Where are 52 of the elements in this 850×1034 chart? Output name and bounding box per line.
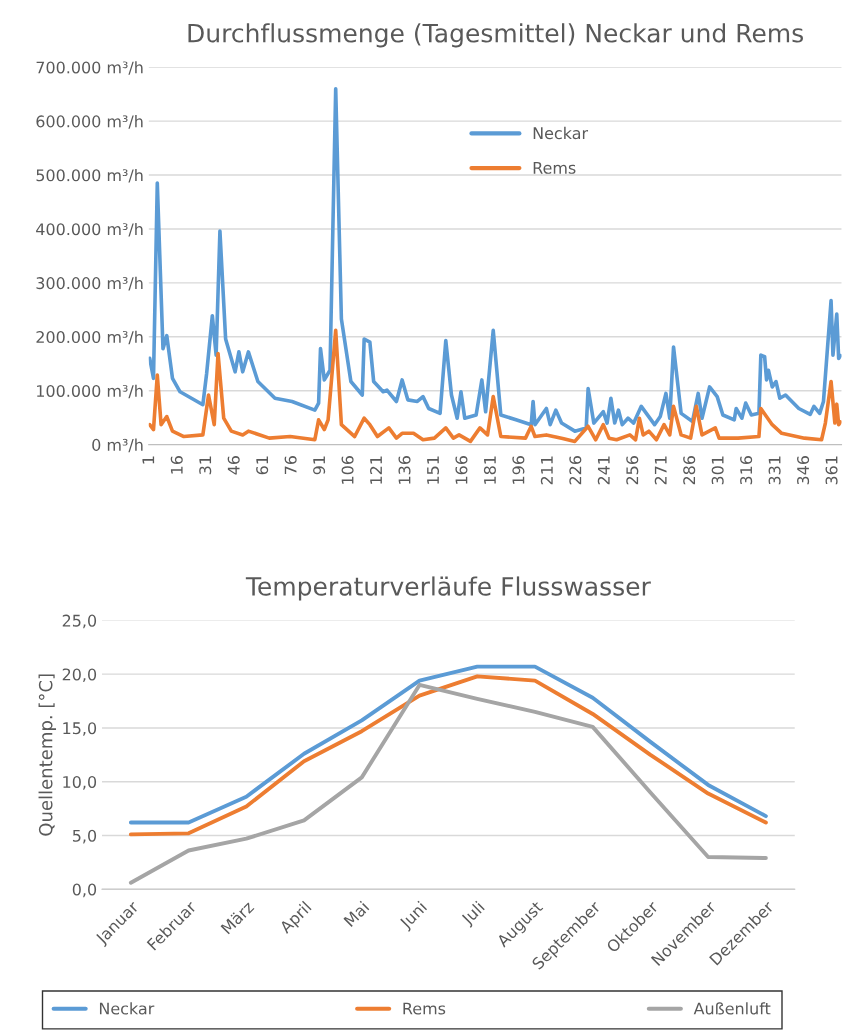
y-tick-label: 0 m³/h	[92, 438, 143, 453]
x-tick-label: 346	[797, 456, 810, 485]
y-tick-label: 600.000 m³/h	[36, 115, 143, 129]
x-tick-label: 286	[683, 456, 696, 485]
y-tick-label: 15,0	[63, 722, 97, 736]
legend-label: Außenluft	[693, 1002, 771, 1015]
x-tick-label: 151	[427, 456, 440, 484]
legend-label: Neckar	[533, 126, 589, 140]
x-tick-label: 226	[569, 456, 582, 485]
y-tick-label: 20,0	[62, 668, 97, 683]
y-tick-label: 0,0	[72, 883, 97, 898]
y-tick-label: 500.000 m³/h	[36, 168, 143, 183]
x-tick-label: 256	[626, 456, 639, 485]
x-tick-label: 31	[199, 456, 212, 475]
chart-title: Durchflussmenge (Tagesmittel) Neckar und Rems	[188, 23, 803, 48]
y-tick-label: 100.000 m³/h	[37, 384, 143, 399]
x-tick-label: 301	[711, 456, 724, 485]
x-tick-label: 361	[825, 456, 838, 485]
y-tick-label: 300.000 m³/h	[36, 276, 143, 291]
x-tick-label: 316	[740, 456, 753, 485]
x-tick-label: Mai	[343, 900, 370, 928]
y-tick-label: 700.000 m³/h	[36, 61, 143, 75]
x-tick-label: 211	[540, 456, 553, 485]
x-tick-label: 166	[455, 456, 468, 484]
legend-label: Rems	[533, 161, 576, 174]
x-tick-label: 61	[256, 456, 269, 475]
y-tick-label: 10,0	[63, 775, 97, 790]
x-tick-label: 91	[313, 456, 326, 475]
chart-title: Temperaturverläufe Flusswasser	[245, 576, 651, 601]
y-tick-label: 5,0	[72, 829, 97, 844]
x-tick-label: 181	[483, 456, 496, 484]
x-tick-label: 121	[370, 456, 382, 484]
x-tick-label: 196	[512, 456, 525, 484]
x-tick-label: 16	[170, 456, 183, 474]
x-tick-label: 136	[398, 456, 411, 484]
legend-label: Rems	[403, 1002, 446, 1015]
x-tick-label: 241	[597, 456, 610, 485]
line-series	[148, 86, 842, 433]
x-tick-label: 106	[341, 456, 354, 484]
legend-label: Neckar	[99, 1002, 155, 1015]
y-axis-title: Quellentemp. [°C]	[38, 674, 57, 836]
y-tick-label: 400.000 m³/h	[36, 222, 143, 237]
line-series	[128, 682, 768, 885]
line-series	[148, 328, 842, 444]
x-tick-label: 331	[768, 456, 781, 485]
y-tick-label: 25,0	[62, 614, 97, 629]
x-tick-label: Juli	[459, 900, 488, 928]
y-tick-label: 200.000 m³/h	[36, 330, 143, 345]
x-tick-label: 46	[227, 456, 240, 475]
x-tick-label: 1	[142, 456, 155, 464]
x-tick-label: 76	[284, 456, 297, 475]
x-tick-label: 271	[654, 456, 667, 485]
